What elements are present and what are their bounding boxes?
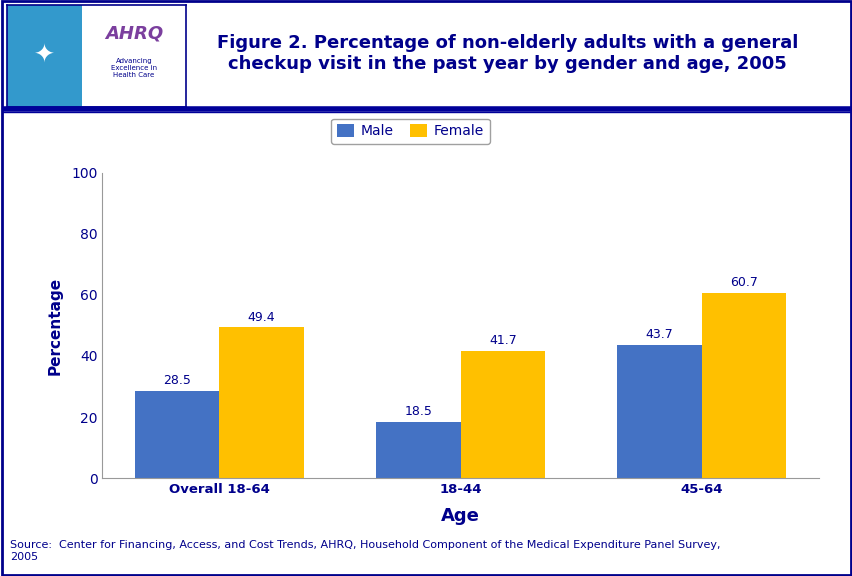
Bar xyxy=(376,422,460,478)
Text: 43.7: 43.7 xyxy=(645,328,673,341)
Bar xyxy=(460,351,544,478)
Bar xyxy=(701,293,786,478)
Text: AHRQ: AHRQ xyxy=(105,24,163,42)
Text: 28.5: 28.5 xyxy=(163,374,191,388)
Text: 18.5: 18.5 xyxy=(404,405,432,418)
Bar xyxy=(617,344,701,478)
Text: Figure 2. Percentage of non-elderly adults with a general
checkup visit in the p: Figure 2. Percentage of non-elderly adul… xyxy=(216,34,797,73)
Text: ✦: ✦ xyxy=(34,44,55,67)
X-axis label: Age: Age xyxy=(440,507,480,525)
Text: 49.4: 49.4 xyxy=(247,310,275,324)
Bar xyxy=(219,327,303,478)
Y-axis label: Percentage: Percentage xyxy=(48,276,63,374)
Text: 60.7: 60.7 xyxy=(729,276,757,289)
Bar xyxy=(7,5,82,107)
Bar xyxy=(135,391,219,478)
Text: Source:  Center for Financing, Access, and Cost Trends, AHRQ, Household Componen: Source: Center for Financing, Access, an… xyxy=(10,540,720,562)
Text: Advancing
Excellence in
Health Care: Advancing Excellence in Health Care xyxy=(111,58,157,78)
Text: 41.7: 41.7 xyxy=(488,334,516,347)
Legend: Male, Female: Male, Female xyxy=(331,119,489,144)
